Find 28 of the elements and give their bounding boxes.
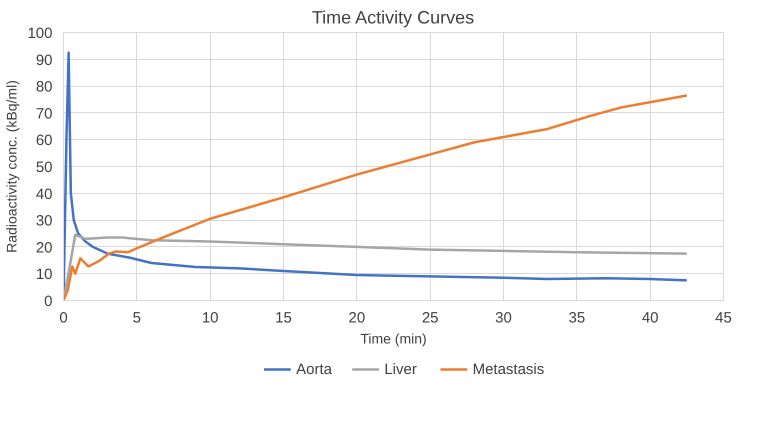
x-tick-label: 15	[275, 310, 292, 326]
legend-label: Liver	[384, 361, 417, 378]
legend-label: Metastasis	[472, 361, 544, 378]
x-tick-label: 35	[568, 310, 586, 326]
line-series	[64, 94, 688, 300]
y-tick-label: 80	[36, 78, 53, 96]
y-tick-label: 0	[44, 293, 52, 310]
x-tick-label: 10	[202, 310, 219, 326]
y-tick-label: 100	[27, 25, 53, 42]
y-axis-title: Radioactivity conc. (kBq/ml)	[3, 80, 20, 253]
y-tick-label: 30	[36, 212, 53, 230]
x-tick-label: 45	[715, 310, 732, 326]
y-tick-label: 20	[36, 239, 53, 256]
x-tick-label: 30	[495, 310, 512, 326]
x-axis-title: Time (min)	[360, 330, 427, 346]
y-tick-label: 70	[36, 105, 53, 122]
x-tick-label: 5	[132, 310, 142, 326]
legend-label: Aorta	[296, 361, 333, 378]
y-tick-label: 40	[36, 186, 53, 203]
y-tick-label: 60	[36, 132, 53, 150]
y-tick-label: 10	[36, 266, 53, 284]
x-tick-label: 20	[348, 310, 366, 326]
x-tick-label: 40	[642, 310, 659, 326]
y-tick-label: 50	[36, 159, 53, 176]
y-tick-label: 90	[36, 52, 53, 69]
x-tick-label: 25	[422, 310, 439, 326]
chart-title: Time Activity Curves	[312, 8, 474, 28]
x-tick-label: 0	[59, 310, 68, 326]
